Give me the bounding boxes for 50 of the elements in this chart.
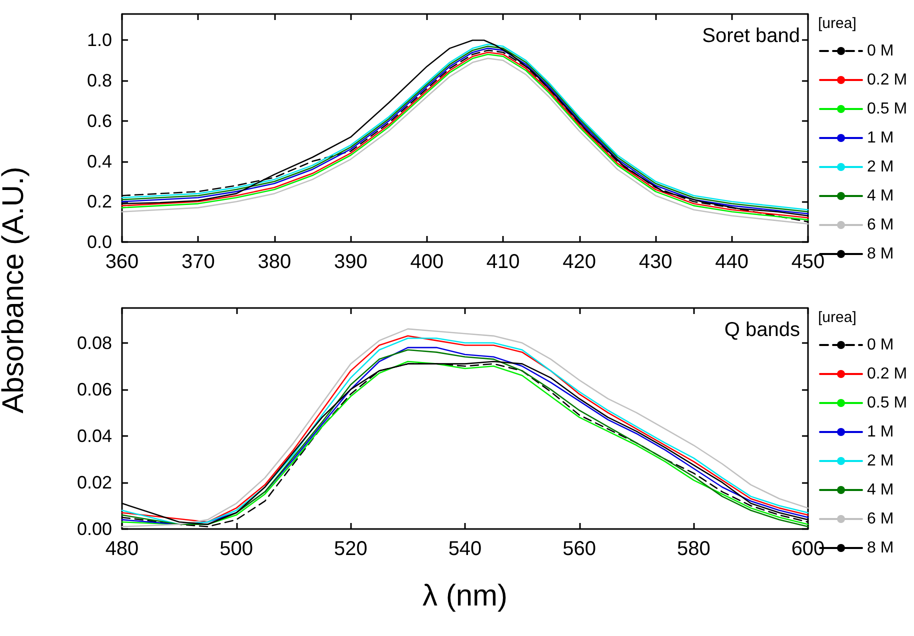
legend-label: 0.2 M — [867, 72, 908, 88]
legend-label: 4 M — [867, 482, 894, 498]
x-tick-label: 560 — [562, 538, 596, 560]
legend-label: 6 M — [867, 510, 894, 528]
x-tick-label: 370 — [182, 251, 215, 273]
x-axis-title: λ (nm) — [422, 580, 508, 612]
legend-label: 0.5 M — [867, 100, 908, 118]
legend-title: [urea] — [818, 309, 856, 326]
x-tick-label: 580 — [676, 538, 710, 560]
x-tick-label: 600 — [791, 538, 825, 560]
legend-label: 1 M — [867, 424, 894, 440]
y-tick-label: 0.4 — [86, 151, 112, 172]
x-tick-label: 440 — [715, 251, 748, 273]
y-tick-label: 0.6 — [86, 110, 112, 131]
x-tick-label: 400 — [410, 251, 444, 273]
x-tick-label: 430 — [638, 251, 672, 273]
legend-label: 8 M — [867, 246, 894, 262]
annotation: Q bands — [724, 319, 800, 341]
y-tick-label: 0.08 — [76, 332, 112, 353]
y-tick-label: 0.8 — [86, 70, 112, 91]
legend-title: [urea] — [818, 15, 856, 32]
legend-label: 0 M — [867, 42, 894, 60]
y-tick-label: 0.04 — [76, 426, 112, 446]
x-tick-label: 480 — [105, 538, 139, 560]
x-tick-label: 420 — [562, 251, 596, 273]
y-axis-title: Absorbance (A.U.) — [0, 166, 31, 414]
legend-label: 2 M — [867, 158, 894, 176]
x-tick-label: 380 — [258, 251, 292, 273]
y-tick-label: 0.2 — [86, 192, 112, 212]
legend-label: 4 M — [867, 188, 894, 204]
y-tick-label: 0.00 — [76, 519, 112, 539]
y-tick-label: 1.0 — [86, 30, 112, 50]
x-tick-label: 360 — [105, 251, 139, 273]
legend-label: 1 M — [867, 130, 894, 146]
x-tick-label: 390 — [334, 251, 368, 273]
legend-label: 8 M — [867, 540, 894, 556]
x-tick-label: 520 — [334, 538, 368, 560]
annotation: Soret band — [702, 25, 800, 47]
x-tick-label: 450 — [791, 251, 825, 273]
x-tick-label: 410 — [486, 251, 520, 273]
y-tick-label: 0.06 — [76, 379, 112, 400]
y-tick-label: 0.02 — [76, 472, 112, 492]
legend-label: 0 M — [867, 336, 894, 354]
y-tick-label: 0.0 — [86, 232, 112, 252]
legend-label: 6 M — [867, 216, 894, 234]
legend-label: 0.5 M — [867, 394, 908, 412]
x-tick-label: 500 — [220, 538, 254, 560]
x-tick-label: 540 — [448, 538, 482, 560]
legend-label: 0.2 M — [867, 366, 908, 382]
legend-label: 2 M — [867, 452, 894, 470]
